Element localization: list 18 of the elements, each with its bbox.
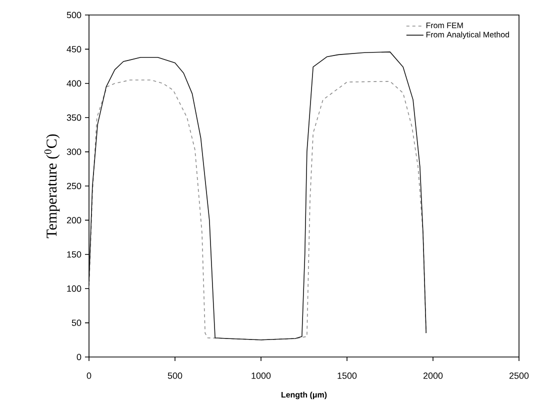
y-tick-label: 50 bbox=[72, 320, 82, 326]
x-tick-label: 2000 bbox=[423, 372, 443, 379]
x-tick-label: 2500 bbox=[509, 372, 529, 379]
y-tick-label: 350 bbox=[66, 114, 82, 121]
y-tick-label: 250 bbox=[66, 182, 82, 190]
x-tick-label: 500 bbox=[168, 372, 182, 379]
y-tick-label: 200 bbox=[66, 217, 82, 224]
y-tick-label: 150 bbox=[67, 251, 82, 258]
y-tick-label: 100 bbox=[67, 285, 82, 292]
y-tick-label: 0 bbox=[76, 354, 82, 360]
y-tick-label: 300 bbox=[66, 148, 82, 155]
y-axis-title: Temperature ($^{0}$C) bbox=[44, 134, 60, 238]
x-tick-label: 0 bbox=[86, 372, 92, 379]
y-tick-label: 400 bbox=[66, 80, 82, 87]
x-tick-label: 1000 bbox=[252, 372, 271, 379]
x-tick-label: 1500 bbox=[338, 372, 357, 379]
y-tick-label: 500 bbox=[66, 12, 82, 18]
y-tick-label: 450 bbox=[66, 46, 82, 52]
